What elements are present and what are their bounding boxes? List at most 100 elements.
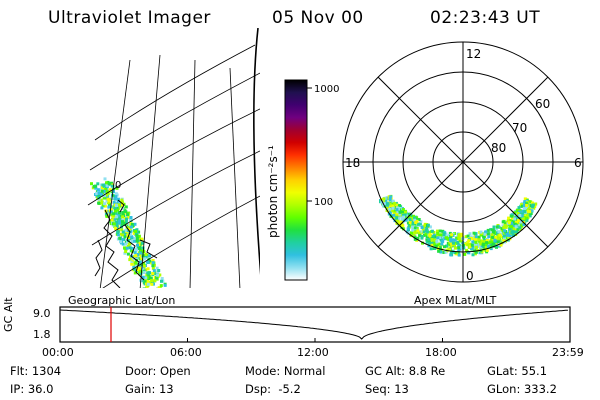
- aurora-pixel: [487, 241, 491, 244]
- aurora-pixel: [491, 236, 495, 239]
- aurora-pixel: [457, 249, 461, 252]
- color-scale: 1000 100 photon cm⁻²s⁻¹: [266, 79, 339, 281]
- aurora-pixel: [384, 199, 388, 203]
- aurora-pixel: [474, 243, 478, 247]
- aurora-pixel: [140, 237, 144, 241]
- aurora-pixel: [160, 279, 163, 283]
- aurora-pixel: [508, 234, 512, 238]
- aurora-pixel: [125, 246, 129, 250]
- info-mode: Mode: Normal: [245, 364, 326, 378]
- aurora-pixel: [510, 231, 514, 235]
- aurora-pixel: [139, 251, 143, 255]
- aurora-pixel: [436, 229, 439, 233]
- aurora-pixel: [116, 233, 120, 237]
- aurora-pixel: [501, 220, 505, 224]
- aurora-pixel: [525, 218, 529, 222]
- x-tick-label-2359: 23:59: [552, 346, 584, 359]
- aurora-pixel: [121, 211, 125, 214]
- aurora-pixel: [528, 214, 532, 218]
- aurora-pixel: [508, 225, 512, 228]
- aurora-pixel: [519, 215, 522, 219]
- aurora-pixel: [383, 204, 387, 208]
- aurora-pixel: [128, 246, 132, 250]
- aurora-pixel: [520, 214, 524, 218]
- aurora-pixel: [137, 230, 141, 234]
- aurora-pixel: [479, 230, 483, 234]
- aurora-pixel: [115, 225, 119, 229]
- aurora-pixel: [114, 195, 118, 199]
- aurora-pixel: [392, 211, 396, 215]
- aurora-pixel: [139, 249, 143, 252]
- aurora-oval-geographic: [90, 177, 167, 288]
- aurora-pixel: [142, 287, 146, 288]
- aurora-pixel: [474, 237, 478, 241]
- aurora-pixel: [395, 216, 399, 220]
- aurora-pixel: [513, 228, 517, 232]
- aurora-pixel: [103, 204, 107, 208]
- aurora-pixel: [490, 240, 494, 244]
- aurora-pixel: [410, 220, 414, 224]
- aurora-pixel: [439, 238, 443, 242]
- aurora-pixel: [396, 211, 400, 215]
- aurora-pixel: [150, 261, 153, 265]
- aurora-pixel: [145, 260, 149, 264]
- aurora-pixel: [466, 241, 470, 245]
- aurora-pixel: [387, 209, 391, 213]
- aurora-pixel: [133, 251, 137, 255]
- mlt-label-12: 12: [466, 47, 481, 61]
- aurora-pixel: [159, 284, 163, 288]
- mlat-label-70: 70: [512, 121, 527, 135]
- geographic-grid: [87, 44, 260, 288]
- mlt-label-6: 6: [574, 156, 582, 170]
- aurora-pixel: [500, 227, 504, 231]
- aurora-pixel: [525, 213, 529, 217]
- aurora-pixel: [425, 235, 429, 239]
- aurora-pixel: [90, 182, 93, 186]
- aurora-pixel: [442, 233, 446, 237]
- aurora-pixel: [413, 226, 417, 230]
- aurora-pixel: [457, 233, 461, 237]
- aurora-pixel: [122, 221, 126, 225]
- aurora-pixel: [482, 238, 486, 242]
- aurora-pixel: [511, 228, 515, 232]
- aurora-pixel: [464, 242, 468, 246]
- aurora-pixel: [532, 206, 536, 210]
- aurora-pixel: [454, 246, 457, 250]
- x-tick-label-1800: 18:00: [425, 346, 457, 359]
- aurora-pixel: [453, 238, 457, 242]
- geographic-label: Geographic Lat/Lon: [68, 294, 176, 307]
- color-scale-label-100: 100: [314, 197, 333, 208]
- aurora-pixel: [147, 274, 151, 278]
- altitude-axis-label: GC Alt: [2, 297, 15, 332]
- mlat-label-60: 60: [535, 97, 550, 111]
- aurora-pixel: [512, 227, 516, 231]
- aurora-pixel: [382, 197, 386, 201]
- aurora-pixel: [459, 235, 463, 239]
- aurora-pixel: [94, 186, 98, 190]
- aurora-pixel: [393, 213, 396, 217]
- aurora-pixel: [460, 245, 464, 249]
- aurora-pixel: [406, 221, 410, 225]
- info-gain: Gain: 13: [125, 382, 174, 396]
- aurora-pixel: [99, 198, 103, 202]
- aurora-pixel: [134, 232, 138, 235]
- aurora-pixel: [509, 219, 513, 222]
- geographic-map: [87, 28, 260, 288]
- aurora-pixel: [136, 243, 139, 247]
- aurora-pixel: [412, 216, 416, 220]
- aurora-pixel: [388, 211, 392, 215]
- aurora-pixel: [418, 233, 422, 237]
- aurora-pixel: [534, 202, 538, 206]
- aurora-pixel: [506, 233, 510, 237]
- aurora-pixel: [472, 231, 476, 235]
- info-glat: GLat: 55.1: [487, 364, 548, 378]
- aurora-pixel: [479, 233, 483, 237]
- aurora-pixel: [423, 224, 426, 228]
- aurora-pixel: [518, 214, 522, 217]
- aurora-pixel: [519, 220, 523, 224]
- info-glon: GLon: 333.2: [487, 382, 557, 396]
- aurora-pixel: [466, 243, 470, 247]
- aurora-pixel: [397, 217, 401, 221]
- aurora-pixel: [430, 243, 434, 247]
